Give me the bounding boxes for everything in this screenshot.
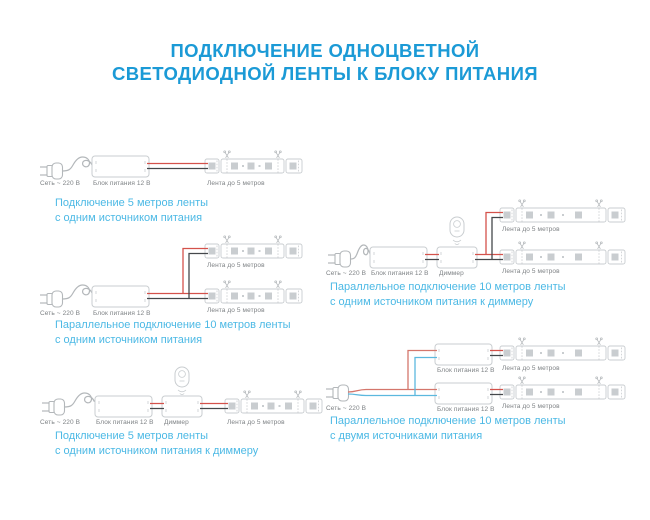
psu-box — [369, 246, 428, 269]
d1-psu-label: Блок питания 12 В — [93, 180, 151, 187]
d3-caption-line1: Подключение 5 метров ленты — [55, 430, 209, 442]
mains-cable — [63, 392, 96, 408]
diagram-4-caption: Параллельное подключение 10 метров ленты… — [330, 280, 566, 310]
d2-strip-bottom-label: Лента до 5 метров — [207, 307, 265, 314]
d1-mains-label: Сеть ~ 220 В — [40, 180, 81, 187]
mains-wire-blue — [347, 356, 437, 397]
d1-strip-label: Лента до 5 метров — [207, 180, 265, 187]
mains-cable — [61, 284, 94, 300]
d4-caption-line1: Параллельное подключение 10 метров ленты — [330, 281, 566, 293]
wire-black — [490, 354, 503, 396]
wire-red — [490, 349, 503, 391]
dimmer-box — [161, 395, 203, 418]
d4-psu-label: Блок питания 12 В — [371, 270, 429, 277]
wire-black — [425, 216, 503, 261]
psu-box — [434, 343, 493, 366]
d5-psu-bottom-label: Блок питания 12 В — [437, 406, 495, 413]
diagram-1-caption: Подключение 5 метров ленты с одним источ… — [55, 196, 208, 226]
d2-mains-label: Сеть ~ 220 В — [40, 310, 81, 317]
d4-mains-label: Сеть ~ 220 В — [326, 270, 367, 277]
plug-icon — [41, 398, 66, 416]
plug-icon — [39, 290, 64, 308]
plug-icon — [39, 162, 64, 180]
d3-dimmer-label: Диммер — [164, 419, 189, 426]
d4-caption-line2: с одним источником питания к диммеру — [330, 296, 534, 308]
diagram-5-graphic — [325, 338, 625, 405]
page-title: ПОДКЛЮЧЕНИЕ ОДНОЦВЕТНОЙ СВЕТОДИОДНОЙ ЛЕН… — [0, 40, 650, 85]
d3-mains-label: Сеть ~ 220 В — [40, 419, 81, 426]
wire-red — [425, 211, 503, 256]
d2-caption-line1: Параллельное подключение 10 метров ленты — [55, 319, 291, 331]
led-strip — [225, 391, 322, 413]
led-strip — [500, 338, 625, 360]
page-title-line1: ПОДКЛЮЧЕНИЕ ОДНОЦВЕТНОЙ — [170, 40, 480, 61]
d1-caption-line1: Подключение 5 метров ленты — [55, 197, 209, 209]
psu-box — [91, 155, 150, 178]
page-title-line2: СВЕТОДИОДНОЙ ЛЕНТЫ К БЛОКУ ПИТАНИЯ — [112, 62, 538, 84]
diagram-2-caption: Параллельное подключение 10 метров ленты… — [55, 318, 291, 348]
led-strip — [205, 151, 302, 173]
mains-cable — [349, 244, 371, 260]
wire-black — [147, 252, 208, 300]
psu-box — [94, 395, 153, 418]
mains-wire-red — [347, 349, 437, 393]
d5-mains-label: Сеть ~ 220 В — [326, 405, 367, 412]
d3-strip-label: Лента до 5 метров — [227, 419, 285, 426]
led-strip — [205, 281, 302, 303]
remote-control-icon — [174, 366, 190, 396]
diagram-2-graphic — [39, 236, 302, 308]
diagram-3-caption: Подключение 5 метров ленты с одним источ… — [55, 429, 258, 459]
wire-red — [147, 247, 208, 295]
led-strip — [205, 236, 302, 258]
led-strip — [500, 200, 625, 222]
d3-caption-line2: с одним источником питания к диммеру — [55, 445, 259, 457]
d5-caption-line2: с двумя источниками питания — [330, 430, 483, 442]
remote-control-icon — [449, 216, 465, 246]
mains-cable — [61, 156, 94, 172]
d5-strip-top-label: Лента до 5 метров — [502, 365, 560, 372]
d5-psu-top-label: Блок питания 12 В — [437, 367, 495, 374]
diagram-5-caption: Параллельное подключение 10 метров ленты… — [330, 414, 566, 444]
d2-psu-label: Блок питания 12 В — [93, 310, 151, 317]
d5-strip-bottom-label: Лента до 5 метров — [502, 403, 560, 410]
plug-icon — [325, 384, 350, 402]
d2-strip-top-label: Лента до 5 метров — [207, 262, 265, 269]
psu-box — [434, 382, 493, 405]
d4-strip-bottom-label: Лента до 5 метров — [502, 268, 560, 275]
led-strip — [500, 242, 625, 264]
d3-psu-label: Блок питания 12 В — [96, 419, 154, 426]
diagram-3-graphic — [41, 366, 322, 418]
dimmer-box — [436, 246, 478, 269]
led-strip — [500, 377, 625, 399]
diagram-4-graphic — [327, 200, 625, 269]
d1-caption-line2: с одним источником питания — [55, 212, 203, 224]
plug-icon — [327, 250, 352, 268]
d5-caption-line1: Параллельное подключение 10 метров ленты — [330, 415, 566, 427]
psu-box — [91, 285, 150, 308]
d2-caption-line2: с одним источником питания — [55, 334, 203, 346]
d4-strip-top-label: Лента до 5 метров — [502, 226, 560, 233]
diagram-1-graphic — [39, 151, 302, 180]
d4-dimmer-label: Диммер — [439, 270, 464, 277]
